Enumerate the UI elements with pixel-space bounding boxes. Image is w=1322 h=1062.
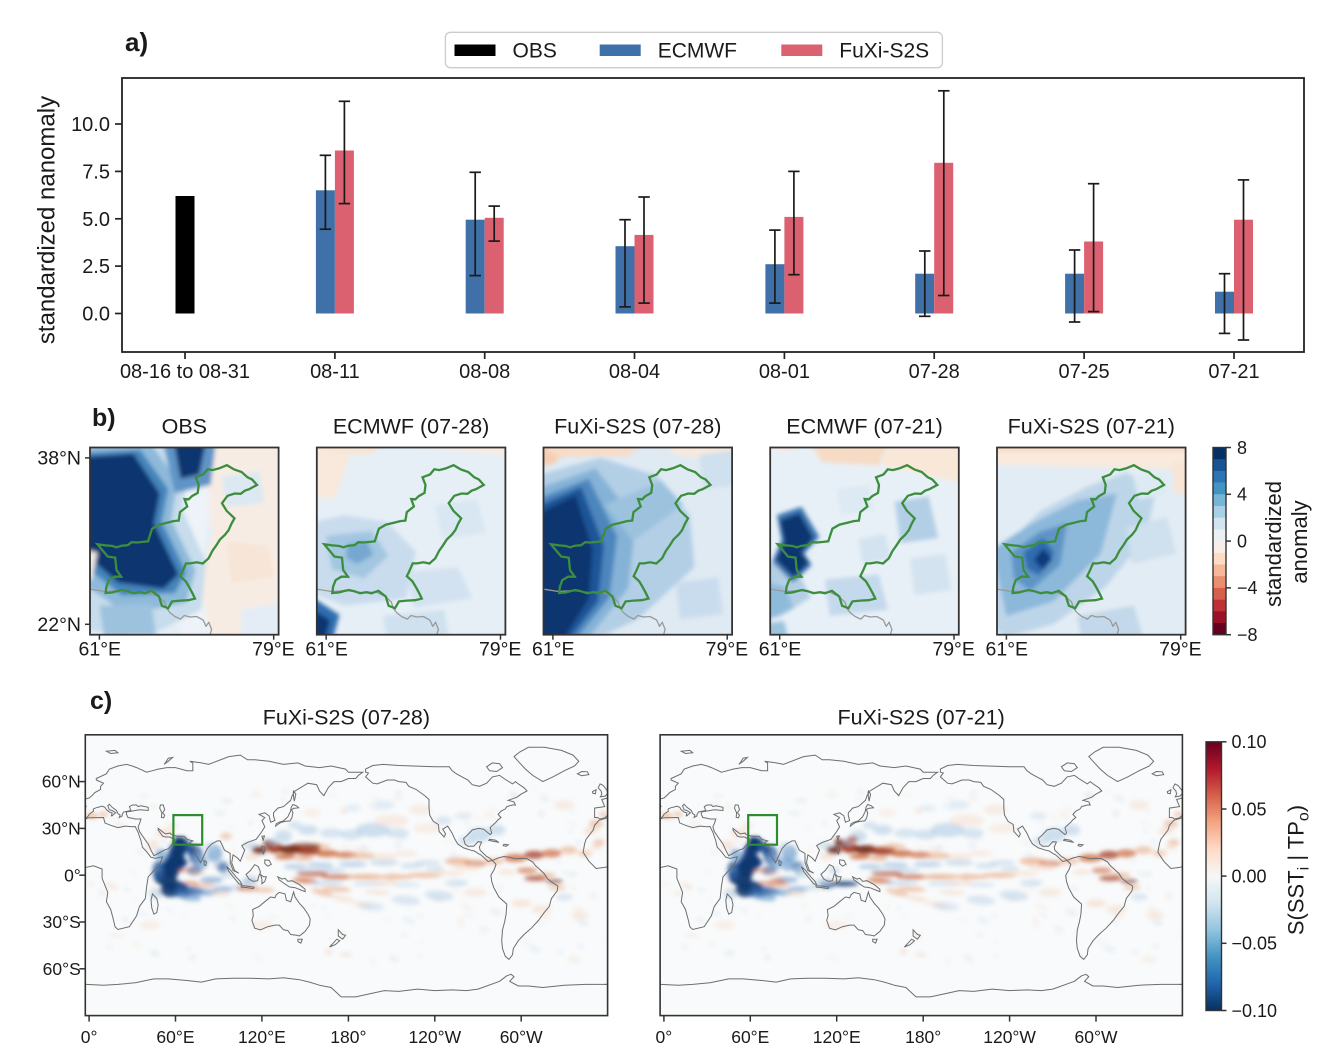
- svg-text:2.5: 2.5: [82, 256, 110, 278]
- svg-text:FuXi-S2S (07-28): FuXi-S2S (07-28): [554, 415, 721, 439]
- svg-text:60°E: 60°E: [156, 1027, 194, 1047]
- svg-text:60°W: 60°W: [500, 1027, 543, 1047]
- svg-text:60°S: 60°S: [43, 959, 81, 979]
- svg-text:7.5: 7.5: [82, 161, 110, 183]
- svg-text:79°E: 79°E: [932, 638, 975, 660]
- svg-text:61°E: 61°E: [305, 638, 348, 660]
- svg-text:OBS: OBS: [162, 415, 207, 439]
- svg-text:38°N: 38°N: [37, 448, 81, 470]
- svg-text:79°E: 79°E: [706, 638, 749, 660]
- svg-text:−0.05: −0.05: [1232, 934, 1278, 954]
- svg-text:60°E: 60°E: [731, 1027, 769, 1047]
- svg-text:standardized nanomaly: standardized nanomaly: [33, 96, 60, 344]
- svg-text:FuXi-S2S: FuXi-S2S: [839, 40, 929, 63]
- svg-text:30°S: 30°S: [43, 912, 81, 932]
- svg-text:08-01: 08-01: [759, 361, 810, 383]
- svg-text:OBS: OBS: [513, 40, 557, 63]
- svg-text:standardized: standardized: [1261, 481, 1286, 607]
- svg-text:180°: 180°: [330, 1027, 366, 1047]
- svg-text:0°: 0°: [81, 1027, 98, 1047]
- svg-text:60°W: 60°W: [1075, 1027, 1118, 1047]
- svg-text:120°E: 120°E: [813, 1027, 861, 1047]
- svg-text:79°E: 79°E: [1159, 638, 1202, 660]
- svg-text:61°E: 61°E: [759, 638, 802, 660]
- svg-text:FuXi-S2S (07-21): FuXi-S2S (07-21): [838, 706, 1005, 730]
- svg-text:8: 8: [1237, 438, 1247, 458]
- svg-text:61°E: 61°E: [79, 638, 122, 660]
- svg-text:FuXi-S2S (07-28): FuXi-S2S (07-28): [263, 706, 430, 730]
- svg-text:120°E: 120°E: [238, 1027, 286, 1047]
- svg-text:07-25: 07-25: [1059, 361, 1110, 383]
- svg-text:79°E: 79°E: [479, 638, 522, 660]
- svg-text:−4: −4: [1237, 578, 1258, 598]
- svg-text:79°E: 79°E: [252, 638, 295, 660]
- svg-text:a): a): [125, 27, 148, 57]
- svg-text:−0.10: −0.10: [1232, 1001, 1278, 1021]
- svg-text:61°E: 61°E: [532, 638, 575, 660]
- svg-text:61°E: 61°E: [986, 638, 1029, 660]
- svg-text:b): b): [92, 404, 116, 432]
- svg-text:−8: −8: [1237, 625, 1258, 645]
- svg-text:0.00: 0.00: [1232, 866, 1267, 886]
- svg-text:ECMWF (07-28): ECMWF (07-28): [333, 415, 489, 439]
- svg-text:120°W: 120°W: [983, 1027, 1036, 1047]
- svg-text:08-16 to 08-31: 08-16 to 08-31: [120, 361, 250, 383]
- svg-text:FuXi-S2S (07-21): FuXi-S2S (07-21): [1008, 415, 1175, 439]
- svg-text:08-08: 08-08: [459, 361, 510, 383]
- svg-text:08-04: 08-04: [609, 361, 660, 383]
- svg-text:4: 4: [1237, 485, 1247, 505]
- svg-text:0: 0: [1237, 531, 1247, 551]
- svg-text:0.0: 0.0: [82, 304, 110, 326]
- svg-text:0.05: 0.05: [1232, 799, 1267, 819]
- svg-text:ECMWF: ECMWF: [658, 40, 737, 63]
- svg-text:c): c): [90, 687, 112, 715]
- svg-text:30°N: 30°N: [42, 819, 81, 839]
- svg-text:0.10: 0.10: [1232, 732, 1267, 752]
- svg-text:ECMWF (07-21): ECMWF (07-21): [786, 415, 942, 439]
- svg-text:120°W: 120°W: [408, 1027, 461, 1047]
- svg-text:60°N: 60°N: [42, 772, 81, 792]
- svg-text:180°: 180°: [905, 1027, 941, 1047]
- svg-text:07-21: 07-21: [1208, 361, 1259, 383]
- svg-text:0°: 0°: [656, 1027, 673, 1047]
- svg-text:0°: 0°: [64, 865, 81, 885]
- svg-text:22°N: 22°N: [37, 614, 81, 636]
- svg-text:07-28: 07-28: [909, 361, 960, 383]
- svg-text:anomaly: anomaly: [1287, 500, 1312, 583]
- svg-text:10.0: 10.0: [71, 114, 110, 136]
- svg-text:08-11: 08-11: [310, 361, 360, 383]
- svg-text:5.0: 5.0: [82, 209, 110, 231]
